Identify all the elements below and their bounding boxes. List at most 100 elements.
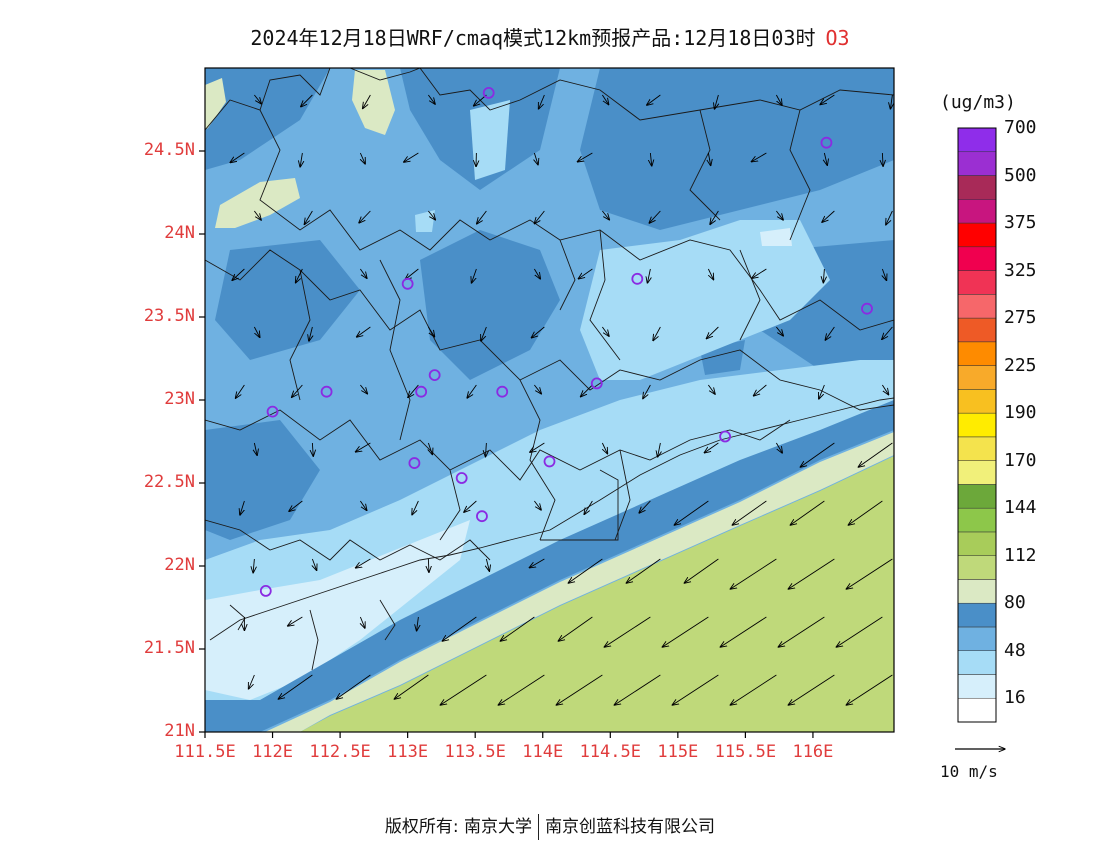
wind-arrow bbox=[254, 210, 261, 220]
wind-arrow bbox=[417, 616, 419, 631]
wind-arrow bbox=[658, 442, 661, 457]
wind-arrow bbox=[529, 558, 545, 568]
wind-arrow bbox=[539, 94, 545, 109]
wind-arrow bbox=[360, 384, 367, 394]
wind-arrow bbox=[788, 674, 835, 705]
wind-arrow bbox=[708, 384, 715, 394]
colorbar-swatch bbox=[957, 270, 997, 295]
colorbar-swatch bbox=[957, 626, 997, 651]
copyright-left: 版权所有: 南京大学 bbox=[384, 817, 533, 837]
wind-arrow bbox=[882, 152, 883, 166]
lon-tick-label: 112.5E bbox=[309, 742, 371, 762]
monitoring-stations bbox=[259, 87, 873, 597]
wind-arrow bbox=[312, 558, 316, 570]
wind-arrow bbox=[533, 268, 540, 279]
wind-arrow bbox=[846, 674, 893, 705]
colorbar-tick-label: 500 bbox=[1004, 164, 1037, 186]
wind-arrow bbox=[846, 558, 893, 589]
wind-arrow bbox=[534, 500, 541, 510]
wind-arrow bbox=[405, 268, 419, 280]
wind-arrow bbox=[300, 152, 302, 167]
field-blob-dark bbox=[215, 240, 360, 360]
wind-arrow bbox=[775, 94, 782, 105]
wind-vectors bbox=[230, 94, 893, 705]
wind-arrow bbox=[602, 326, 609, 336]
wind-arrow bbox=[360, 500, 366, 510]
wind-arrow bbox=[714, 94, 718, 109]
wind-arrow bbox=[531, 326, 545, 338]
wind-arrow bbox=[822, 210, 835, 222]
station-marker bbox=[543, 455, 556, 468]
wind-arrow bbox=[707, 326, 719, 339]
field-blob-lightest bbox=[760, 228, 792, 246]
wind-arrow bbox=[752, 268, 767, 278]
wind-arrow bbox=[824, 152, 827, 165]
field-blob-pale bbox=[215, 178, 300, 228]
colorbar-tick-label: 48 bbox=[1004, 639, 1026, 661]
wind-arrow bbox=[626, 558, 661, 583]
colorbar-tick-label: 700 bbox=[1004, 117, 1037, 138]
field-blob-dark bbox=[420, 230, 560, 380]
wind-arrow bbox=[357, 326, 371, 337]
colorbar-swatch bbox=[957, 341, 997, 366]
admin-boundaries bbox=[205, 68, 894, 671]
wind-arrow bbox=[254, 94, 261, 104]
station-marker bbox=[455, 472, 468, 484]
wind-arrow bbox=[604, 616, 651, 647]
station-marker bbox=[320, 385, 333, 398]
colorbar-swatch bbox=[957, 175, 997, 200]
colorbar-swatch bbox=[957, 389, 997, 414]
wind-arrow bbox=[486, 558, 489, 571]
wind-arrow bbox=[602, 442, 607, 454]
colorbar-swatch bbox=[957, 412, 997, 438]
lat-tick-label: 23.5N bbox=[143, 306, 195, 326]
station-marker bbox=[401, 277, 414, 290]
wind-arrow bbox=[360, 152, 365, 164]
colorbar-swatch bbox=[957, 460, 997, 485]
wind-arrow bbox=[304, 210, 313, 224]
wind-arrow bbox=[858, 442, 893, 467]
copyright-separator bbox=[538, 814, 540, 840]
wind-arrow bbox=[788, 558, 835, 589]
wind-arrow bbox=[360, 268, 366, 278]
colorbar-frame bbox=[957, 127, 997, 723]
wind-arrow bbox=[882, 268, 886, 280]
wind-arrow bbox=[720, 616, 767, 647]
wind-arrow bbox=[471, 268, 477, 283]
colorbar-swatch bbox=[957, 151, 997, 176]
station-marker bbox=[415, 385, 428, 398]
wind-arrow bbox=[312, 442, 313, 456]
title-species: O3 bbox=[825, 26, 850, 50]
colorbar-swatch bbox=[957, 555, 997, 580]
wind-arrow bbox=[412, 500, 419, 515]
wind-arrow bbox=[534, 152, 538, 165]
colorbar-swatch bbox=[957, 507, 997, 533]
wind-arrow bbox=[649, 210, 661, 223]
wind-arrow bbox=[309, 326, 313, 341]
lat-tick-label: 23N bbox=[164, 389, 195, 409]
colorbar-tick-label: 275 bbox=[1004, 307, 1037, 329]
wind-arrow bbox=[289, 500, 303, 511]
wind-arrow bbox=[356, 442, 371, 452]
colorbar-swatch bbox=[957, 579, 997, 604]
wind-arrow bbox=[336, 674, 371, 699]
field-blob-light bbox=[580, 220, 830, 380]
wind-arrow bbox=[639, 500, 651, 513]
colorbar-tick-label: 80 bbox=[1004, 592, 1026, 614]
wind-arrow bbox=[427, 326, 434, 337]
wind-arrow bbox=[474, 94, 487, 106]
wind-arrow bbox=[485, 442, 486, 457]
wind-arrow bbox=[674, 500, 709, 525]
station-marker bbox=[476, 510, 488, 523]
wind-arrow bbox=[602, 94, 608, 105]
wind-arrow bbox=[360, 616, 365, 628]
wind-arrow bbox=[363, 94, 371, 109]
wind-arrow bbox=[292, 384, 303, 397]
wind-arrow bbox=[848, 500, 883, 525]
wind-arrow bbox=[825, 326, 835, 340]
lon-tick-label: 116E bbox=[792, 742, 834, 762]
title-text: 2024年12月18日WRF/cmaq模式12km预报产品:12月18日03时 bbox=[250, 26, 816, 50]
colorbar-tick-label: 170 bbox=[1004, 449, 1037, 471]
wind-arrow bbox=[442, 616, 477, 641]
